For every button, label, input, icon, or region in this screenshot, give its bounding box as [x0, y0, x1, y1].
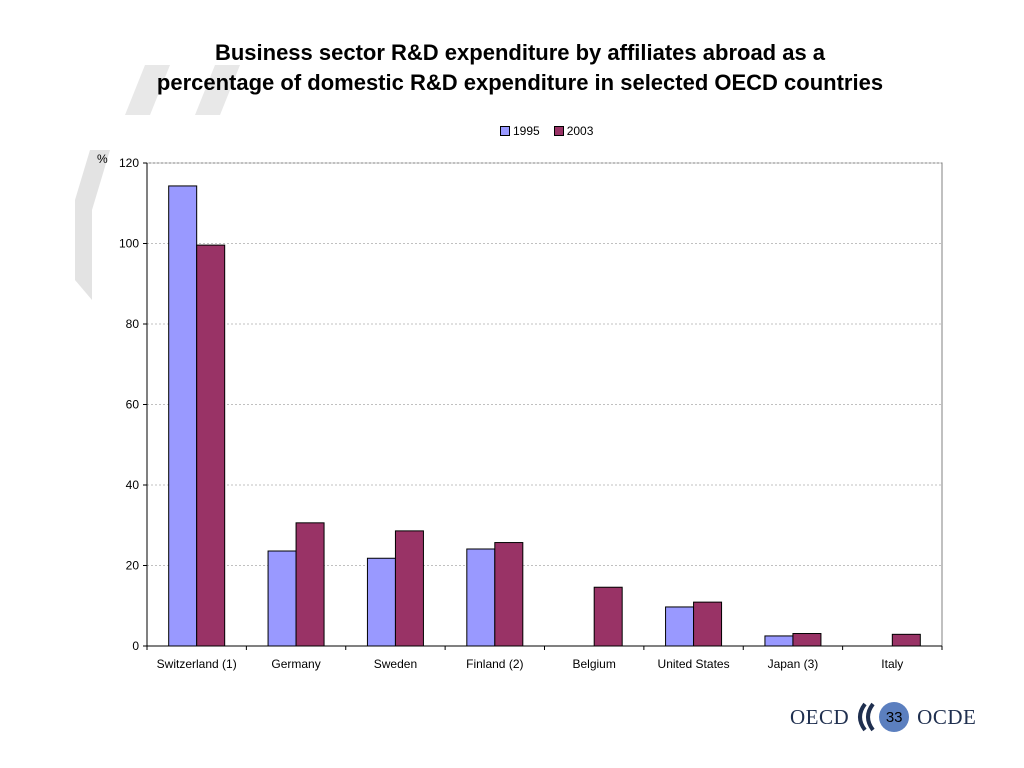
bar-2003 [196, 244, 226, 647]
legend-item-1995: 1995 [500, 124, 540, 138]
x-category-label: Germany [271, 657, 320, 671]
footer-ocde-text: OCDE [917, 704, 977, 729]
bar-1995 [366, 557, 396, 647]
x-category-label: Italy [881, 657, 903, 671]
bar-2003 [593, 586, 623, 647]
x-category-label: Japan (3) [768, 657, 819, 671]
chart-legend: 1995 2003 [500, 124, 593, 138]
legend-label-2003: 2003 [566, 124, 594, 138]
y-tick-label: 60 [126, 398, 140, 412]
legend-swatch-2003 [553, 126, 564, 136]
bar-1995 [466, 548, 496, 647]
bar-2003 [394, 530, 424, 647]
bar-2003 [792, 633, 822, 647]
y-tick-label: 80 [126, 317, 140, 331]
bar-1995 [764, 635, 794, 647]
bar-1995 [665, 606, 695, 647]
y-tick-label: 40 [126, 478, 140, 492]
x-category-label: Sweden [374, 657, 417, 671]
y-tick-label: 0 [132, 639, 139, 653]
x-category-label: United States [658, 657, 730, 671]
chart-title-line-1: Business sector R&D expenditure by affil… [214, 40, 826, 65]
y-axis-unit-label: % [97, 152, 108, 166]
bar-2003 [891, 633, 921, 647]
bar-2003 [494, 542, 524, 647]
footer-oecd-text: OECD [790, 704, 850, 729]
chart-title: Business sector R&D expenditure by affil… [60, 38, 980, 98]
bar-2003 [693, 601, 723, 647]
bar-chart: 0 20 40 60 80 100 120 Switzerland (1) Germany Swe… [119, 156, 943, 671]
bar-2003 [295, 522, 325, 647]
bar-1995 [168, 185, 198, 647]
bar-1995 [267, 550, 297, 647]
x-category-label: Switzerland (1) [157, 657, 237, 671]
oecd-chevron-icon [858, 702, 875, 732]
oecd-logo: OECD 33 OCDE [790, 700, 976, 734]
page-number-badge: 33 [879, 702, 910, 732]
x-category-label: Belgium [573, 657, 616, 671]
y-tick-label: 120 [119, 156, 139, 170]
y-tick-label: 100 [119, 237, 139, 251]
chart-title-line-2: percentage of domestic R&D expenditure i… [156, 70, 884, 95]
watermark-quote-icon [75, 65, 240, 300]
y-tick-label: 20 [126, 559, 140, 573]
legend-item-2003: 2003 [553, 124, 594, 138]
x-category-label: Finland (2) [466, 657, 523, 671]
legend-label-1995: 1995 [513, 124, 540, 138]
legend-swatch-1995 [500, 126, 510, 136]
